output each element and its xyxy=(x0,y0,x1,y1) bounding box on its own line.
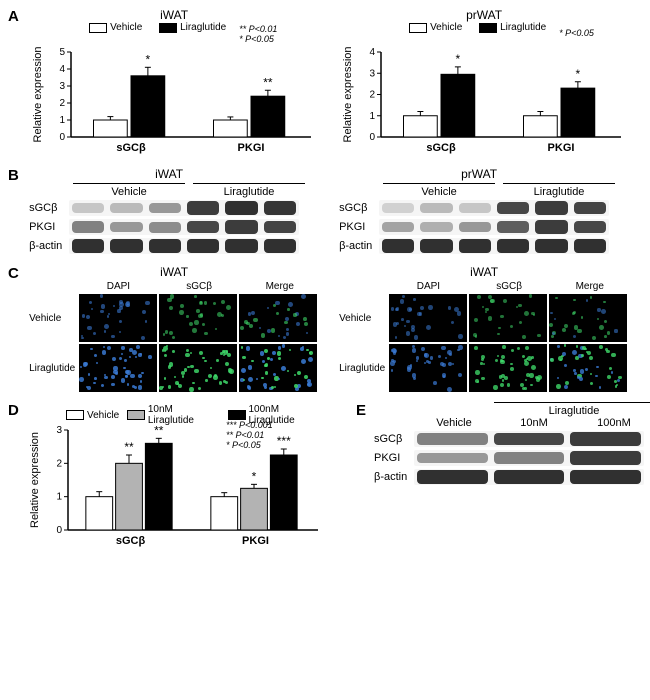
svg-text:0: 0 xyxy=(370,132,376,143)
western-blot-e: LiraglutideVehicle10nM100nMsGCβPKGIβ-act… xyxy=(374,402,650,552)
legend-vehicle: Vehicle xyxy=(110,22,142,33)
svg-text:PKGI: PKGI xyxy=(242,535,269,547)
svg-text:***: *** xyxy=(277,434,291,448)
svg-text:0: 0 xyxy=(56,525,62,536)
panel-de: D Vehicle 10nM Liraglutide 100nM Liraglu… xyxy=(8,402,650,552)
svg-text:sGCβ: sGCβ xyxy=(116,142,146,154)
legend-liraglutide: Liraglutide xyxy=(500,22,546,33)
svg-text:*: * xyxy=(456,52,461,66)
pval: ** P<0.01 xyxy=(239,24,277,34)
panel-b: B iWATVehicleLiraglutidesGCβPKGIβ-actinp… xyxy=(8,167,650,257)
panel-label-a: A xyxy=(8,8,26,25)
svg-text:2: 2 xyxy=(60,98,66,109)
svg-text:3: 3 xyxy=(370,68,376,79)
svg-text:**: ** xyxy=(124,440,134,454)
chart-svg: 0 1 2 3 4 Relative expression sGCβ * PKGI * xyxy=(339,24,629,159)
legend-10nm: 10nM Liraglutide xyxy=(148,404,220,426)
svg-text:0: 0 xyxy=(60,132,66,143)
svg-text:Relative expression: Relative expression xyxy=(29,432,41,528)
svg-text:PKGI: PKGI xyxy=(548,142,575,154)
chart-d: Vehicle 10nM Liraglutide 100nM Liragluti… xyxy=(26,402,326,552)
panel-label-c: C xyxy=(8,265,26,282)
panel-a: A iWAT Vehicle Liraglutide ** P<0.01 * P… xyxy=(8,8,650,159)
svg-text:2: 2 xyxy=(370,90,376,101)
svg-text:Relative expression: Relative expression xyxy=(32,47,44,143)
chart-iwat: iWAT Vehicle Liraglutide ** P<0.01 * P<0… xyxy=(29,8,319,159)
panel-c: C iWATDAPIsGCβMergeVehicleLiraglutideiWA… xyxy=(8,265,650,394)
legend-vehicle: Vehicle xyxy=(430,22,462,33)
svg-text:**: ** xyxy=(263,75,273,89)
svg-text:sGCβ: sGCβ xyxy=(426,142,456,154)
pval: ** P<0.01 xyxy=(226,430,273,440)
svg-text:*: * xyxy=(252,469,257,483)
svg-text:*: * xyxy=(146,52,151,66)
svg-text:1: 1 xyxy=(60,115,66,126)
chart-iwat-title: iWAT xyxy=(29,8,319,22)
legend-vehicle: Vehicle xyxy=(87,410,119,421)
pval: * P<0.05 xyxy=(239,34,277,44)
svg-text:sGCβ: sGCβ xyxy=(116,535,146,547)
svg-text:*: * xyxy=(576,67,581,81)
svg-text:1: 1 xyxy=(56,492,62,503)
svg-text:4: 4 xyxy=(370,47,376,58)
svg-text:4: 4 xyxy=(60,64,66,75)
chart-prwat: prWAT Vehicle Liraglutide * P<0.05 0 1 2 3 4… xyxy=(339,8,629,159)
panel-label-b: B xyxy=(8,167,26,184)
panel-label-d: D xyxy=(8,402,26,552)
pval: * P<0.05 xyxy=(559,28,594,38)
legend-liraglutide: Liraglutide xyxy=(180,22,226,33)
svg-text:PKGI: PKGI xyxy=(238,142,265,154)
svg-text:3: 3 xyxy=(56,425,62,436)
chart-svg: 0 1 2 3 4 5 Relative expression sGCβ * PKGI ** xyxy=(29,24,319,159)
pval: *** P<0.001 xyxy=(226,420,273,430)
svg-text:5: 5 xyxy=(60,47,66,58)
chart-prwat-title: prWAT xyxy=(339,8,629,22)
panel-label-e: E xyxy=(356,402,374,552)
pval: * P<0.05 xyxy=(226,440,273,450)
svg-text:2: 2 xyxy=(56,458,62,469)
svg-text:1: 1 xyxy=(370,111,376,122)
svg-text:3: 3 xyxy=(60,81,66,92)
svg-text:Relative expression: Relative expression xyxy=(342,47,354,143)
